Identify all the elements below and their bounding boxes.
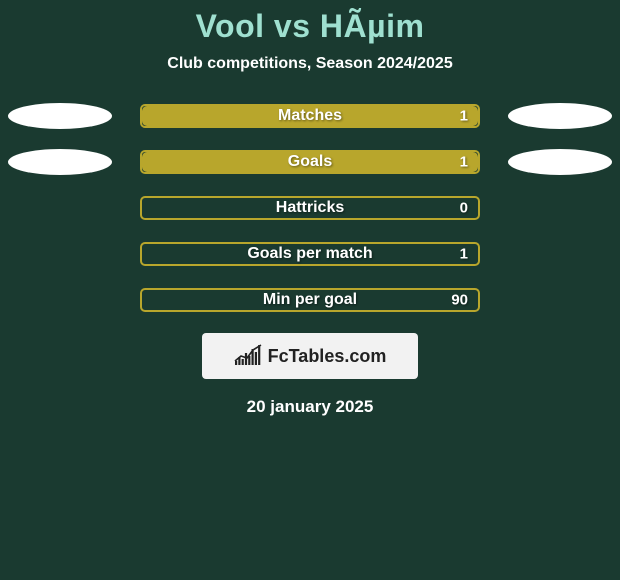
stat-value: 90 xyxy=(451,292,468,309)
stat-label: Goals per match xyxy=(247,245,372,263)
player-oval-right xyxy=(508,149,612,175)
stat-value: 1 xyxy=(460,154,468,171)
stat-bar: Hattricks 0 xyxy=(140,196,480,220)
stat-row: Hattricks 0 xyxy=(0,195,620,221)
stat-value: 1 xyxy=(460,246,468,263)
stat-value: 0 xyxy=(460,200,468,217)
stat-bar: Min per goal 90 xyxy=(140,288,480,312)
stat-label: Min per goal xyxy=(263,291,357,309)
stat-value: 1 xyxy=(460,108,468,125)
stat-label: Goals xyxy=(288,153,332,171)
player-oval-left xyxy=(8,103,112,129)
page-subtitle: Club competitions, Season 2024/2025 xyxy=(0,55,620,73)
stat-label: Hattricks xyxy=(276,199,344,217)
stat-row: Matches 1 xyxy=(0,103,620,129)
page-title: Vool vs HÃµim xyxy=(0,0,620,45)
logo-text: FcTables.com xyxy=(268,346,387,367)
stat-bar: Matches 1 xyxy=(140,104,480,128)
date-line: 20 january 2025 xyxy=(0,397,620,417)
stat-label: Matches xyxy=(278,107,342,125)
bar-chart-icon xyxy=(234,343,262,370)
stat-row: Goals per match 1 xyxy=(0,241,620,267)
stat-bar: Goals 1 xyxy=(140,150,480,174)
stat-row: Min per goal 90 xyxy=(0,287,620,313)
player-oval-right xyxy=(508,103,612,129)
stat-row: Goals 1 xyxy=(0,149,620,175)
site-logo: FcTables.com xyxy=(202,333,418,379)
stats-rows: Matches 1 Goals 1 Hattricks 0 Goals per match 1… xyxy=(0,103,620,313)
player-oval-left xyxy=(8,149,112,175)
stat-bar: Goals per match 1 xyxy=(140,242,480,266)
